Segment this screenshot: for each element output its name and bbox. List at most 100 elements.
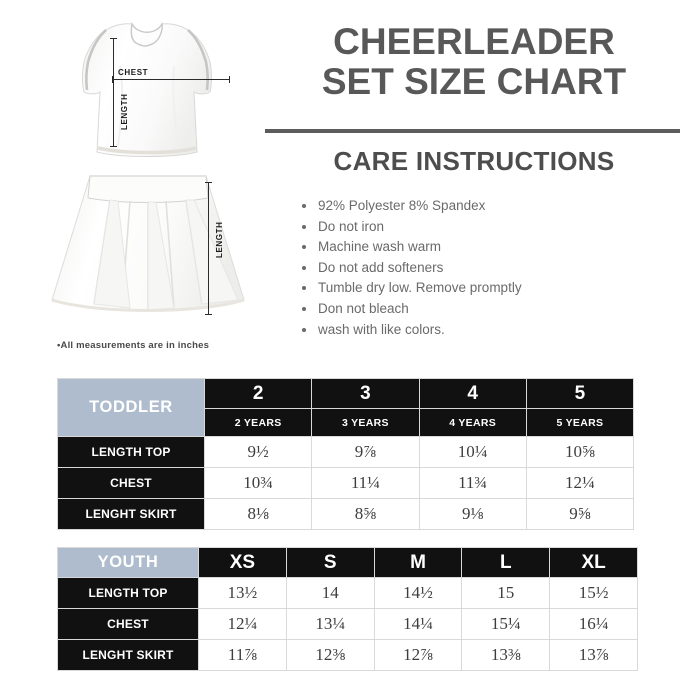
youth-size-header: L xyxy=(461,547,551,578)
top-length-arrow-cap-bottom xyxy=(110,146,117,147)
table-row: CHEST 10¾ 11¼ 11¾ 12¼ xyxy=(57,467,635,499)
cheer-top-illustration xyxy=(82,22,212,157)
youth-cell-value: 14¼ xyxy=(373,608,463,640)
list-item: 92% Polyester 8% Spandex xyxy=(300,196,690,217)
chest-arrow-cap-right xyxy=(229,76,230,83)
title-line-1: CHEERLEADER xyxy=(333,21,615,62)
youth-size-header: XL xyxy=(549,547,638,578)
youth-size-table: YOUTH XS S M L XL LENGTH TOP 13½ 14 14½ … xyxy=(57,547,638,671)
toddler-row-label: LENGHT SKIRT xyxy=(57,498,205,530)
care-item-text: Do not iron xyxy=(318,218,385,234)
youth-row-label: CHEST xyxy=(57,608,199,640)
top-length-measure-label: LENGTH xyxy=(120,93,129,131)
youth-size-header: XS xyxy=(198,547,287,578)
youth-cell-value: 12⅞ xyxy=(373,639,463,671)
list-item: wash with like colors. xyxy=(300,320,690,341)
youth-row-label: LENGTH TOP xyxy=(57,577,199,609)
table-row: 2 YEARS 3 YEARS 4 YEARS 5 YEARS xyxy=(58,408,635,437)
youth-size-header: S xyxy=(285,547,375,578)
youth-row-label: LENGHT SKIRT xyxy=(57,639,199,671)
youth-cell-value: 14½ xyxy=(373,577,463,609)
table-row: LENGHT SKIRT 11⅞ 12⅜ 12⅞ 13⅜ 13⅞ xyxy=(57,639,638,671)
toddler-cell-value: 10¾ xyxy=(203,467,313,499)
toddler-cell-value: 9⅞ xyxy=(311,436,420,468)
youth-cell-value: 13½ xyxy=(198,577,287,609)
bullet-icon xyxy=(302,286,306,291)
youth-cell-value: 16¼ xyxy=(549,608,638,640)
toddler-category-label: TODDLER xyxy=(57,378,205,437)
toddler-cell-value: 9⅝ xyxy=(525,498,635,530)
table-row: TODDLER 2 3 4 5 xyxy=(57,378,635,437)
table-row: YOUTH XS S M L XL xyxy=(57,547,638,578)
toddler-size-subtitle: 3 YEARS xyxy=(311,408,420,437)
bullet-icon xyxy=(302,306,306,311)
table-row: CHEST 12¼ 13¼ 14¼ 15¼ 16¼ xyxy=(57,608,638,640)
measurements-footnote: •All measurements are in inches xyxy=(57,340,210,351)
table-row: LENGTH TOP 13½ 14 14½ 15 15½ xyxy=(57,577,638,609)
bullet-icon xyxy=(302,245,306,250)
youth-category-label: YOUTH xyxy=(57,547,199,578)
care-item-text: wash with like colors. xyxy=(318,321,445,337)
list-item: Do not add softeners xyxy=(300,258,690,279)
toddler-size-subtitle: 4 YEARS xyxy=(418,408,527,437)
toddler-cell-value: 10⅝ xyxy=(525,436,635,468)
table-row: LENGTH TOP 9½ 9⅞ 10¼ 10⅝ xyxy=(57,436,635,468)
care-item-text: Don not bleach xyxy=(318,300,409,316)
toddler-size-header: 2 xyxy=(203,378,313,409)
table-row: LENGHT SKIRT 8⅛ 8⅝ 9⅛ 9⅝ xyxy=(57,498,635,530)
chest-measure-arrow xyxy=(112,79,230,80)
skirt-length-arrow-cap-top xyxy=(205,182,212,183)
skirt-length-measure-label: LENGTH xyxy=(215,221,224,259)
toddler-size-subtitle: 5 YEARS xyxy=(525,408,635,437)
youth-cell-value: 12¼ xyxy=(198,608,287,640)
toddler-size-header: 4 xyxy=(418,378,527,409)
youth-cell-value: 15¼ xyxy=(461,608,551,640)
garment-illustrations: CHEST LENGTH xyxy=(0,0,268,368)
bullet-icon xyxy=(302,265,306,270)
chest-arrow-cap-left xyxy=(112,76,113,83)
chest-measure-label: CHEST xyxy=(118,68,149,77)
list-item: Don not bleach xyxy=(300,299,690,320)
toddler-cell-value: 9½ xyxy=(203,436,313,468)
toddler-size-header: 3 xyxy=(311,378,420,409)
youth-cell-value: 15½ xyxy=(549,577,638,609)
care-item-text: Do not add softeners xyxy=(318,259,444,275)
chart-title: CHEERLEADER SET SIZE CHART xyxy=(262,22,686,102)
cheer-skirt-illustration xyxy=(51,175,245,312)
title-line-2: SET SIZE CHART xyxy=(321,60,627,102)
bullet-icon xyxy=(302,204,306,208)
youth-cell-value: 13⅞ xyxy=(549,639,638,671)
toddler-cell-value: 9⅛ xyxy=(418,498,527,530)
care-instructions-list: 92% Polyester 8% Spandex Do not iron Mac… xyxy=(300,196,690,340)
care-item-text: 92% Polyester 8% Spandex xyxy=(318,198,486,213)
youth-cell-value: 12⅜ xyxy=(285,639,375,671)
care-item-text: Machine wash warm xyxy=(318,239,442,255)
bullet-icon xyxy=(302,224,306,229)
skirt-length-measure-arrow xyxy=(208,182,209,315)
list-item: Do not iron xyxy=(300,217,690,238)
toddler-size-subtitle: 2 YEARS xyxy=(203,408,313,437)
toddler-size-header: 5 xyxy=(525,378,635,409)
bullet-icon xyxy=(302,327,306,332)
youth-size-header: M xyxy=(373,547,463,578)
youth-cell-value: 11⅞ xyxy=(198,639,287,671)
skirt-length-arrow-cap-bottom xyxy=(205,314,212,315)
list-item: Tumble dry low. Remove promptly xyxy=(300,278,690,299)
toddler-cell-value: 10¼ xyxy=(418,436,527,468)
youth-cell-value: 13¼ xyxy=(285,608,375,640)
toddler-cell-value: 11¼ xyxy=(311,467,420,499)
top-length-arrow-cap-top xyxy=(110,38,117,39)
list-item: Machine wash warm xyxy=(300,237,690,258)
youth-cell-value: 15 xyxy=(461,577,551,609)
care-item-text: Tumble dry low. Remove promptly xyxy=(318,280,522,296)
youth-cell-value: 14 xyxy=(285,577,375,609)
toddler-row-label: LENGTH TOP xyxy=(57,436,205,468)
title-divider xyxy=(265,129,680,133)
toddler-size-table: TODDLER 2 3 4 5 2 YEARS 3 YEARS 4 YEARS … xyxy=(57,378,635,530)
youth-cell-value: 13⅜ xyxy=(461,639,551,671)
top-length-measure-arrow xyxy=(113,38,114,147)
toddler-cell-value: 8⅝ xyxy=(311,498,420,530)
care-instructions-title: CARE INSTRUCTIONS xyxy=(333,146,615,176)
toddler-cell-value: 8⅛ xyxy=(203,498,313,530)
